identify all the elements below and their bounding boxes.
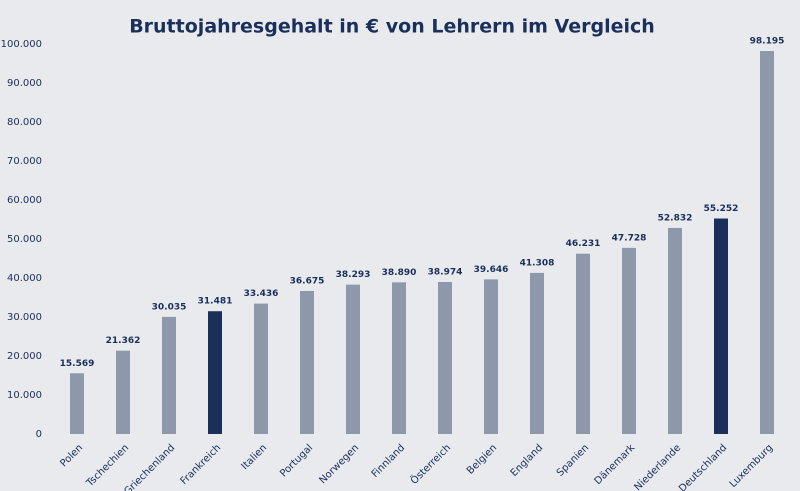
value-label: 33.436 bbox=[244, 289, 279, 299]
value-label: 30.035 bbox=[152, 302, 187, 312]
bar bbox=[208, 311, 222, 434]
y-tick-label: 70.000 bbox=[7, 156, 42, 167]
chart-title: Bruttojahresgehalt in € von Lehrern im V… bbox=[129, 16, 655, 38]
value-label: 36.675 bbox=[290, 276, 325, 286]
value-label: 38.293 bbox=[336, 270, 371, 280]
value-label: 15.569 bbox=[60, 359, 95, 369]
bar bbox=[162, 316, 176, 434]
bar bbox=[714, 218, 728, 434]
bar bbox=[70, 373, 84, 434]
bar bbox=[484, 279, 498, 434]
bar bbox=[254, 303, 268, 434]
bar bbox=[622, 247, 636, 434]
y-tick-label: 60.000 bbox=[7, 195, 42, 206]
bar bbox=[760, 51, 774, 435]
y-tick-label: 100.000 bbox=[1, 39, 42, 50]
value-label: 39.646 bbox=[474, 265, 509, 275]
value-label: 98.195 bbox=[750, 37, 785, 47]
bar bbox=[530, 272, 544, 434]
bar bbox=[392, 282, 406, 434]
y-tick-label: 0 bbox=[36, 429, 42, 440]
bar bbox=[668, 227, 682, 434]
bar bbox=[300, 290, 314, 434]
value-label: 41.308 bbox=[520, 258, 555, 268]
value-label: 31.481 bbox=[198, 297, 233, 307]
y-tick-label: 90.000 bbox=[7, 78, 42, 89]
bar bbox=[438, 282, 452, 434]
bar bbox=[346, 284, 360, 434]
y-tick-label: 80.000 bbox=[7, 117, 42, 128]
bar bbox=[116, 350, 130, 434]
value-label: 38.974 bbox=[428, 268, 463, 278]
value-label: 21.362 bbox=[106, 336, 141, 346]
y-tick-label: 40.000 bbox=[7, 273, 42, 284]
value-label: 46.231 bbox=[566, 239, 601, 249]
y-tick-label: 50.000 bbox=[7, 234, 42, 245]
value-label: 38.890 bbox=[382, 268, 417, 278]
bar bbox=[576, 253, 590, 434]
value-label: 47.728 bbox=[612, 233, 647, 243]
y-tick-label: 20.000 bbox=[7, 351, 42, 362]
value-label: 52.832 bbox=[658, 213, 693, 223]
y-tick-label: 10.000 bbox=[7, 390, 42, 401]
y-tick-label: 30.000 bbox=[7, 312, 42, 323]
value-label: 55.252 bbox=[704, 204, 739, 214]
